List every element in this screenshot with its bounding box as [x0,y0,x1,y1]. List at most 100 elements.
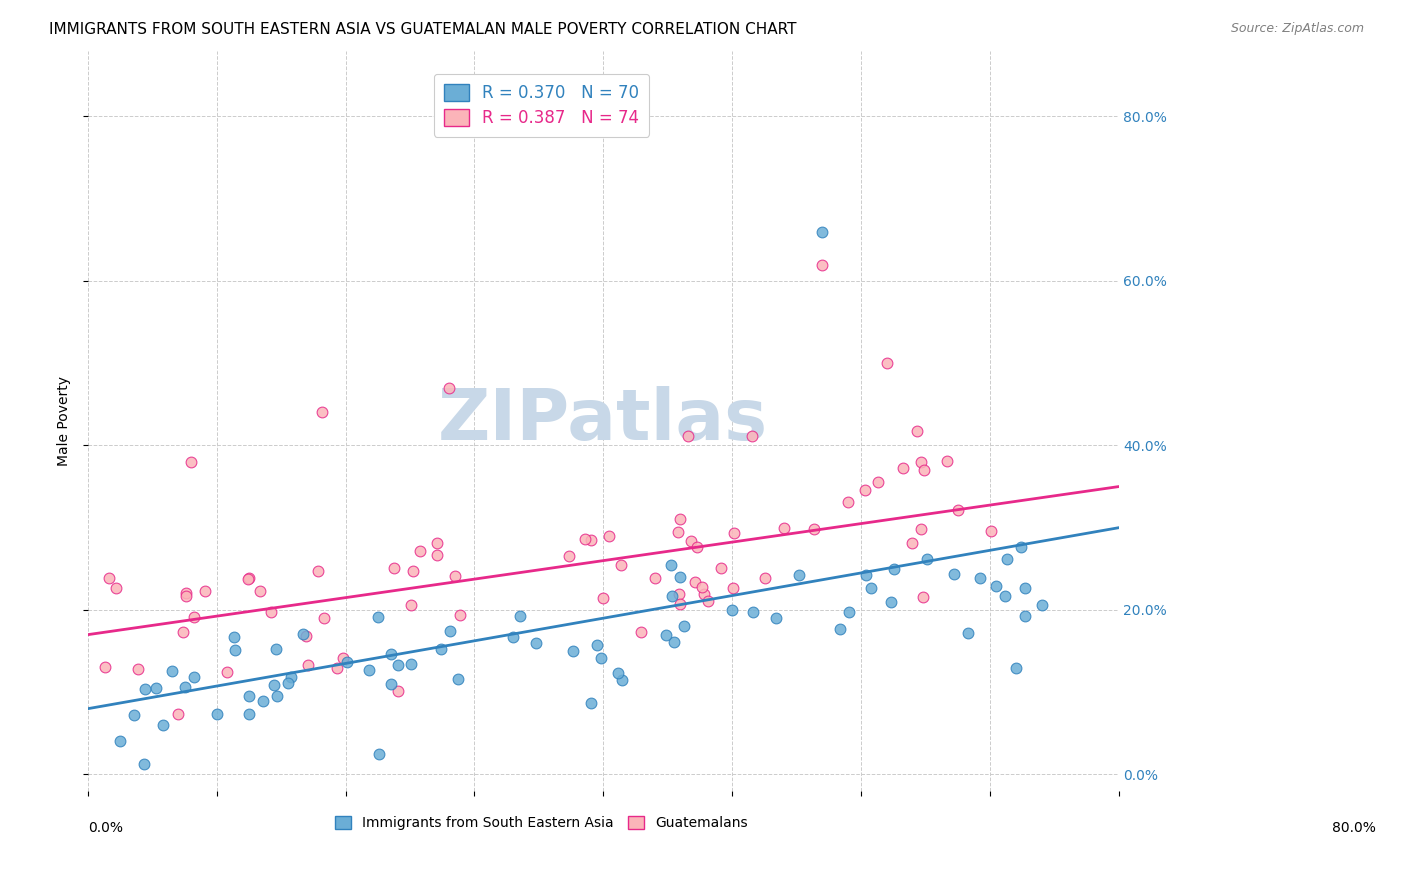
Point [610,673,633,688]
Point [742,605,765,619]
Point [876,356,898,370]
Point [837,495,859,509]
Point [980,524,1002,539]
Point [430,642,453,657]
Point [312,611,335,625]
Point [1031,598,1053,612]
Point [380,647,402,661]
Point [307,564,329,578]
Point [995,552,1018,566]
Point [336,656,359,670]
Point [292,627,315,641]
Point [332,651,354,665]
Point [295,629,318,643]
Point [828,623,851,637]
Point [883,562,905,576]
Point [222,630,245,644]
Point [1004,660,1026,674]
Point [238,689,260,703]
Point [104,582,127,596]
Point [110,733,132,747]
Point [1014,609,1036,624]
Y-axis label: Male Poverty: Male Poverty [58,376,72,466]
Point [224,643,246,657]
Point [558,549,581,564]
Point [399,657,422,672]
Point [721,581,744,595]
Point [592,591,614,606]
Point [994,590,1017,604]
Point [443,568,465,582]
Point [524,636,547,650]
Point [911,590,934,604]
Point [266,689,288,703]
Point [669,512,692,526]
Point [721,602,744,616]
Point [409,543,432,558]
Point [260,606,283,620]
Point [942,566,965,581]
Point [811,258,834,272]
Point [709,561,731,575]
Point [176,589,198,603]
Point [683,575,706,590]
Point [666,524,689,539]
Point [368,747,391,761]
Point [277,676,299,690]
Point [437,381,460,395]
Point [609,558,631,573]
Point [659,558,682,572]
Point [426,548,449,562]
Text: ZIPatlas: ZIPatlas [439,386,768,455]
Point [183,609,205,624]
Point [297,658,319,673]
Point [891,461,914,475]
Point [357,664,380,678]
Point [607,665,630,680]
Point [912,463,935,477]
Point [152,718,174,732]
Point [679,534,702,549]
Point [915,551,938,566]
Point [426,536,449,550]
Point [193,583,215,598]
Point [644,571,666,585]
Point [860,581,883,595]
Point [402,565,425,579]
Point [910,454,932,468]
Point [160,664,183,678]
Point [1010,541,1032,555]
Point [280,670,302,684]
Point [811,225,834,239]
Point [183,670,205,684]
Point [669,597,692,611]
Point [880,595,903,609]
Point [935,453,957,467]
Text: 80.0%: 80.0% [1333,821,1376,835]
Point [956,626,979,640]
Point [630,624,652,639]
Point [264,642,287,657]
Point [855,567,877,582]
Point [754,571,776,585]
Point [838,605,860,619]
Point [98,571,121,585]
Point [263,678,285,692]
Point [502,630,524,644]
Point [676,429,699,443]
Point [1014,582,1036,596]
Legend: Immigrants from South Eastern Asia, Guatemalans: Immigrants from South Eastern Asia, Guat… [329,811,754,836]
Point [662,635,685,649]
Point [447,672,470,686]
Point [654,628,676,642]
Point [94,660,117,674]
Point [174,680,197,694]
Point [509,609,531,624]
Point [986,579,1008,593]
Point [174,585,197,599]
Point [439,624,461,638]
Point [905,424,928,438]
Point [692,581,714,595]
Point [561,644,583,658]
Point [399,598,422,612]
